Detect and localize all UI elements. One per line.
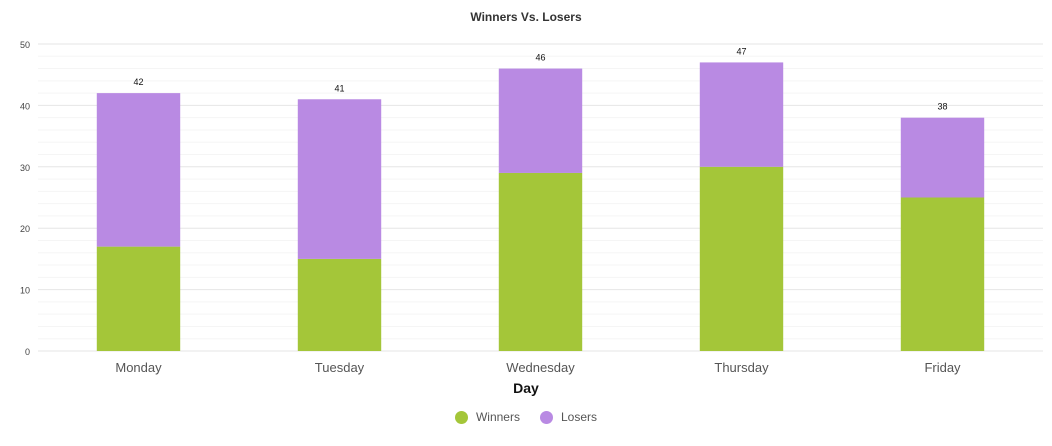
bars xyxy=(96,62,985,351)
x-tick-label-wednesday: Wednesday xyxy=(506,360,575,375)
bar-winners-thursday xyxy=(699,166,784,351)
total-label-monday: 42 xyxy=(133,77,143,87)
y-tick-label: 20 xyxy=(20,224,30,234)
legend-marker-winners xyxy=(454,410,468,424)
y-tick-label: 0 xyxy=(25,347,30,357)
y-tick-label: 40 xyxy=(20,101,30,111)
y-tick-label: 10 xyxy=(20,286,30,296)
chart-title: Winners Vs. Losers xyxy=(470,10,582,24)
total-label-friday: 38 xyxy=(937,102,947,112)
legend-label-winners: Winners xyxy=(475,410,520,424)
legend-marker-losers xyxy=(539,410,553,424)
legend-label-losers: Losers xyxy=(560,410,598,424)
bar-winners-friday xyxy=(900,197,985,351)
total-label-tuesday: 41 xyxy=(334,83,344,93)
bar-winners-tuesday xyxy=(297,258,382,351)
bar-losers-thursday xyxy=(699,62,784,167)
total-labels: 42 41 46 47 38 xyxy=(133,46,947,111)
y-tick-label: 30 xyxy=(20,163,30,173)
x-tick-label-thursday: Thursday xyxy=(714,360,769,375)
x-axis-title: Day xyxy=(513,380,539,396)
x-tick-label-monday: Monday xyxy=(115,360,162,375)
y-axis: 0 10 20 30 40 50 xyxy=(20,40,30,357)
x-tick-label-friday: Friday xyxy=(924,360,961,375)
bar-losers-monday xyxy=(96,93,181,247)
y-tick-label: 50 xyxy=(20,40,30,50)
x-axis: Monday Tuesday Wednesday Thursday Friday xyxy=(115,360,961,375)
bar-winners-monday xyxy=(96,246,181,351)
bar-losers-friday xyxy=(900,117,985,198)
bar-losers-tuesday xyxy=(297,99,382,259)
total-label-wednesday: 46 xyxy=(535,53,545,63)
legend: Winners Losers xyxy=(0,410,1052,424)
bar-winners-wednesday xyxy=(498,172,583,351)
bar-losers-wednesday xyxy=(498,68,583,173)
total-label-thursday: 47 xyxy=(736,46,746,56)
legend-item-losers[interactable]: Losers xyxy=(539,410,598,424)
legend-item-winners[interactable]: Winners xyxy=(454,410,520,424)
x-tick-label-tuesday: Tuesday xyxy=(315,360,365,375)
